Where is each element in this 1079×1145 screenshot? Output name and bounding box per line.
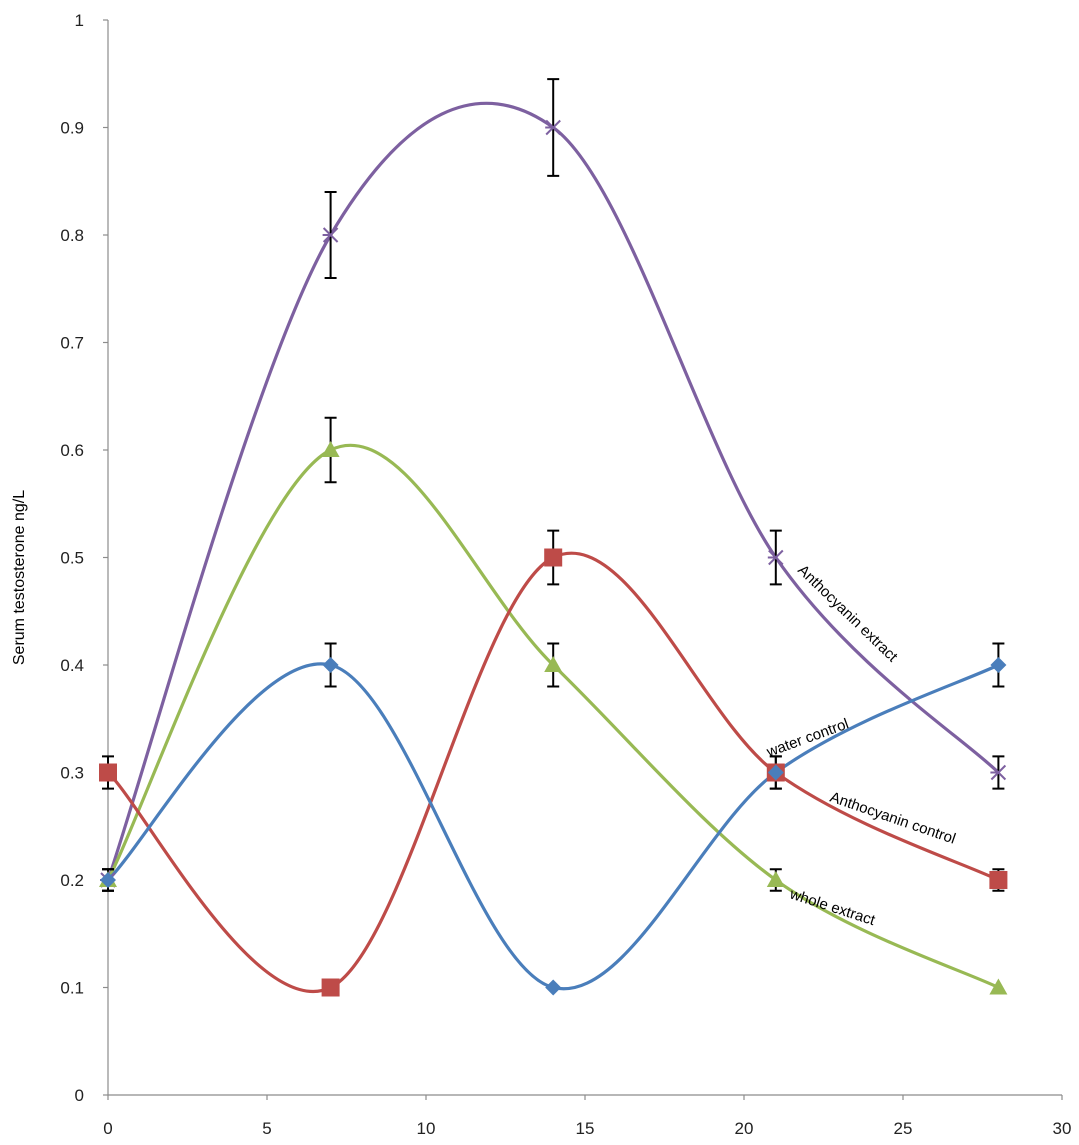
- data-point-whole-extract: [321, 441, 340, 457]
- data-point-water-control: [545, 979, 562, 996]
- data-point-whole-extract: [766, 871, 785, 887]
- y-tick-label: 0.5: [60, 549, 84, 568]
- data-point-water-control: [767, 764, 784, 781]
- series-line-anthocyanin-extract: [106, 101, 1000, 882]
- x-tick-label: 30: [1053, 1119, 1072, 1138]
- data-point-water-control: [100, 872, 116, 888]
- series-group: [106, 101, 1000, 993]
- y-tick-label: 0.1: [60, 979, 84, 998]
- series-labels: water control Anthocyanin control whole ex…: [764, 562, 958, 930]
- y-tick-label: 1: [75, 11, 84, 30]
- axes: 0 0.1 0.2 0.3 0.4 0.5 0.6 0.7 0.8 0.9 1 0 5 10 15 20 25…: [11, 11, 1071, 1138]
- y-tick-label: 0.8: [60, 226, 84, 245]
- data-point-anthocyanin-control: [321, 978, 340, 997]
- series-line-water-control: [106, 662, 1000, 991]
- x-tick-label: 10: [417, 1119, 436, 1138]
- x-tick-label: 25: [894, 1119, 913, 1138]
- data-point-anthocyanin-control: [989, 871, 1008, 889]
- x-tick-label: 5: [262, 1119, 271, 1138]
- x-tick-label: 20: [735, 1119, 754, 1138]
- y-tick-label: 0.4: [60, 656, 84, 675]
- x-tick-label: 15: [576, 1119, 595, 1138]
- y-tick-label: 0.6: [60, 441, 84, 460]
- y-tick-label: 0.9: [60, 119, 84, 138]
- y-axis-title: Serum testosterone ng/L: [11, 490, 28, 665]
- y-tick-label: 0: [75, 1086, 84, 1105]
- data-point-water-control: [990, 657, 1007, 673]
- series-line-anthocyanin-control: [106, 551, 1000, 993]
- y-tick-label: 0.3: [60, 764, 84, 783]
- series-line-whole-extract: [106, 443, 1000, 990]
- markers: [99, 119, 1008, 997]
- data-point-anthocyanin-control: [99, 763, 117, 782]
- data-point-anthocyanin-extract: [322, 227, 339, 243]
- data-point-anthocyanin-extract: [767, 549, 784, 566]
- error-bars: [102, 78, 1005, 892]
- data-point-water-control: [322, 657, 339, 673]
- series-label-anthocyanin-extract: Anthocyanin extract: [794, 562, 901, 666]
- y-tick-label: 0.7: [60, 334, 84, 353]
- y-axis-ticks: 0 0.1 0.2 0.3 0.4 0.5 0.6 0.7 0.8 0.9 1: [60, 11, 108, 1105]
- data-point-anthocyanin-extract: [990, 764, 1007, 781]
- x-axis-ticks: 0 5 10 15 20 25 30: [103, 1095, 1071, 1138]
- data-point-whole-extract: [989, 978, 1008, 995]
- x-tick-label: 0: [103, 1119, 112, 1138]
- series-label-whole-extract: whole extract: [787, 885, 878, 929]
- data-point-whole-extract: [544, 656, 563, 672]
- series-label-anthocyanin-control: Anthocyanin control: [828, 789, 958, 848]
- data-point-anthocyanin-extract: [545, 119, 561, 136]
- y-tick-label: 0.2: [60, 871, 84, 890]
- series-label-water-control: water control: [764, 715, 851, 761]
- data-point-anthocyanin-control: [544, 548, 563, 567]
